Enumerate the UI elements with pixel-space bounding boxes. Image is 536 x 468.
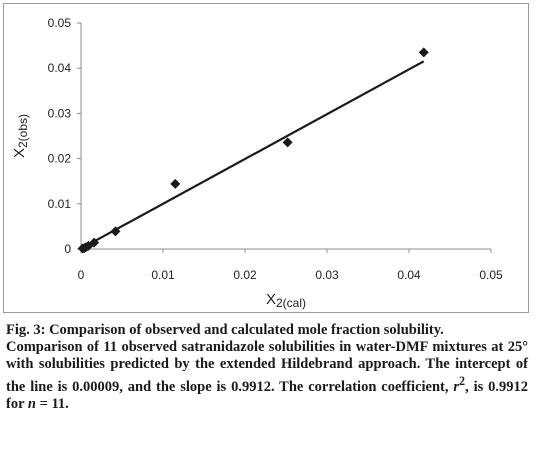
scatter-chart: 0 0.01 0.02 0.03 0.04 0.05 0 0.01 0.02 0.03 0.04 0.…	[11, 16, 503, 310]
x-tick-label: 0.05	[479, 268, 503, 282]
data-point	[418, 47, 429, 58]
tick-labels: 0 0.01 0.02 0.03 0.04 0.05 0 0.01 0.02 0.03 0.04 0.…	[48, 16, 503, 282]
caption-description: Comparison of 11 observed satranidazole …	[6, 339, 528, 413]
data-point	[89, 237, 100, 248]
data-points	[77, 47, 429, 254]
caption-r-power: 2	[459, 374, 466, 388]
caption-desc-part2: , is 0.9912 for	[6, 378, 528, 412]
y-tick-label: 0.01	[48, 197, 72, 211]
caption-desc-part3: = 11.	[35, 395, 69, 412]
caption-n-symbol: n	[27, 395, 36, 412]
y-tick-label: 0.02	[48, 152, 72, 166]
trendline	[80, 60, 425, 250]
y-axis-title: X2(obs)	[11, 114, 30, 158]
caption-title: Fig. 3: Comparison of observed and calcu…	[6, 322, 444, 338]
x-tick-label: 0.01	[151, 268, 175, 282]
x-axis-title: X2(cal)	[266, 291, 306, 310]
axes	[77, 22, 492, 253]
y-axis-title-main: X	[11, 148, 28, 158]
caption-r-symbol: r	[453, 378, 460, 395]
x-tick-label: 0.04	[397, 268, 421, 282]
x-axis-title-sub: 2(cal)	[276, 296, 306, 310]
y-tick-label: 0	[64, 242, 71, 256]
x-tick-label: 0.02	[233, 268, 257, 282]
data-point	[170, 178, 181, 189]
y-axis-title-sub: 2(obs)	[16, 114, 30, 148]
data-point	[282, 137, 293, 148]
x-tick-label: 0.03	[315, 268, 339, 282]
figure-caption: Fig. 3: Comparison of observed and calcu…	[6, 322, 528, 413]
y-tick-label: 0.04	[48, 61, 72, 75]
data-point	[110, 226, 121, 237]
figure-frame: 0 0.01 0.02 0.03 0.04 0.05 0 0.01 0.02 0.03 0.04 0.…	[3, 3, 529, 313]
x-axis-title-main: X	[266, 291, 276, 308]
y-tick-label: 0.03	[48, 106, 72, 120]
caption-desc-part1: Comparison of 11 observed satranidazole …	[6, 339, 528, 395]
x-tick-label: 0	[78, 268, 85, 282]
trendline-layer	[80, 60, 425, 250]
y-tick-label: 0.05	[48, 16, 72, 30]
